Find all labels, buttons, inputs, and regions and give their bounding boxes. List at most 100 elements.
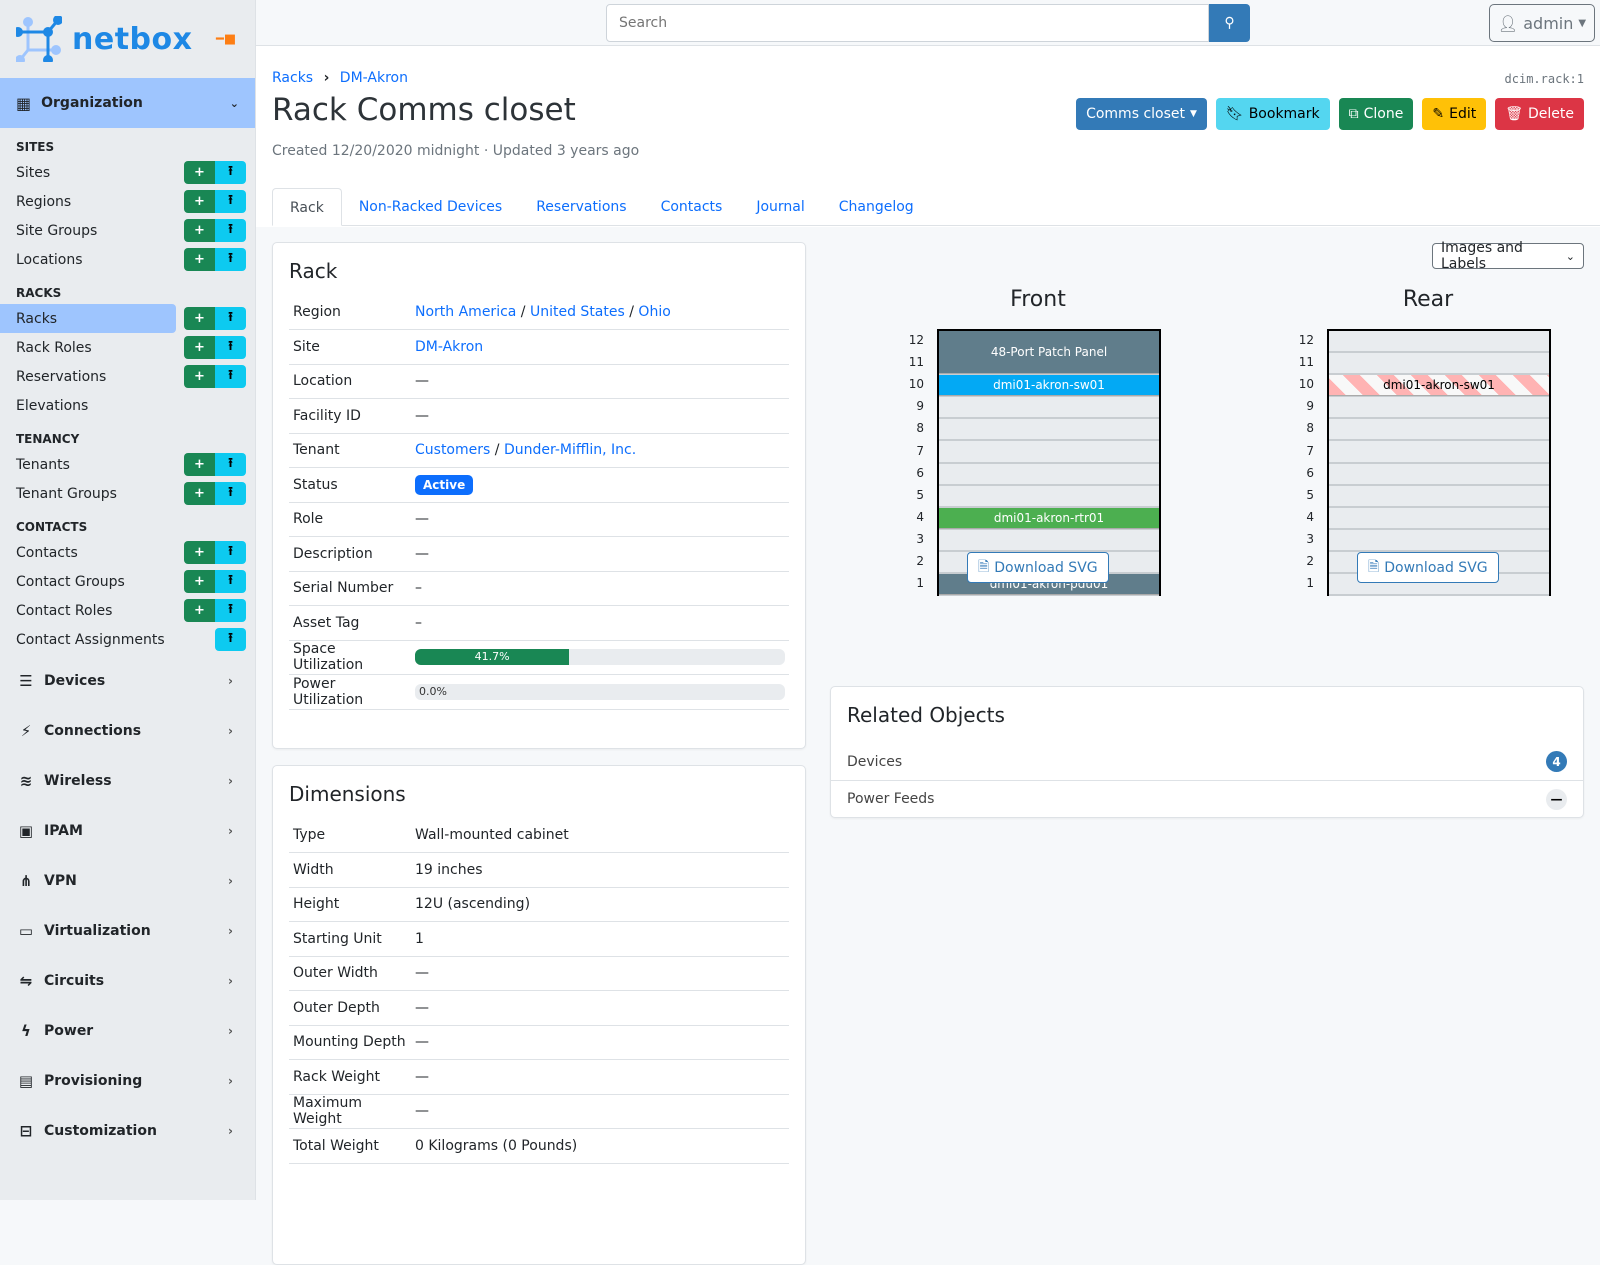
sidebar-item-tenant-groups[interactable]: Tenant Groups + ⭱ [0, 479, 255, 508]
logo[interactable]: netbox ━■ [0, 0, 255, 78]
related-power-feeds[interactable]: Power Feeds — [831, 780, 1583, 817]
add-button[interactable]: + [184, 161, 215, 184]
add-button[interactable]: + [184, 336, 215, 359]
import-button[interactable]: ⭱ [215, 190, 246, 213]
rack-device[interactable]: dmi01-akron-sw01 [1329, 375, 1549, 397]
sidebar-item-contact-assignments[interactable]: Contact Assignments ⭱ [0, 625, 255, 654]
add-button[interactable]: + [184, 307, 215, 330]
sidebar-item-rack-roles[interactable]: Rack Roles + ⭱ [0, 333, 255, 362]
edit-button[interactable]: ✎ Edit [1422, 98, 1487, 130]
breadcrumb-racks[interactable]: Racks [272, 70, 314, 86]
rack-unit-slot[interactable] [1329, 508, 1549, 530]
rack-unit-slot[interactable] [1329, 331, 1549, 354]
rack-unit-slot[interactable] [1329, 464, 1549, 486]
clone-button[interactable]: ⧉ Clone [1338, 98, 1414, 130]
sidebar-menu-circuits[interactable]: ⇋ Circuits › [0, 956, 255, 1006]
sidebar-section-organization[interactable]: ▦ Organization ⌄ [0, 78, 255, 128]
delete-button[interactable]: 🗑︎ Delete [1495, 98, 1584, 130]
site-link[interactable]: DM-Akron [415, 338, 484, 355]
rack-unit-slot[interactable] [1329, 397, 1549, 420]
sidebar-item-reservations[interactable]: Reservations + ⭱ [0, 362, 255, 391]
add-button[interactable]: + [184, 190, 215, 213]
sidebar-menu-virtualization[interactable]: ▭ Virtualization › [0, 906, 255, 956]
rack-unit-slot[interactable] [1329, 574, 1549, 597]
import-button[interactable]: ⭱ [215, 307, 246, 330]
add-button[interactable]: + [184, 248, 215, 271]
row-asset-tag: Asset Tag – [289, 605, 789, 641]
sidebar-menu-connections[interactable]: ⚡ Connections › [0, 706, 255, 756]
rack-unit-slot[interactable] [939, 397, 1159, 420]
rack-device[interactable]: dmi01-akron-sw01 [939, 375, 1159, 397]
bookmark-button[interactable]: 🔖︎ Bookmark [1215, 98, 1330, 130]
tenant-link[interactable]: Dunder-Mifflin, Inc. [503, 442, 637, 459]
tab-reservations[interactable]: Reservations [536, 199, 627, 215]
tab-non-racked-devices[interactable]: Non-Racked Devices [358, 199, 503, 215]
sidebar-item-elevations[interactable]: Elevations [0, 391, 255, 420]
rack-unit-slot[interactable] [939, 442, 1159, 464]
sidebar-menu-provisioning[interactable]: ▤ Provisioning › [0, 1056, 255, 1106]
rack-unit-slot[interactable] [939, 530, 1159, 552]
search-button[interactable]: ⚲ [1209, 4, 1250, 42]
import-button[interactable]: ⭱ [215, 365, 246, 388]
sidebar-menu-devices[interactable]: ☰ Devices › [0, 656, 255, 706]
add-button[interactable]: + [184, 219, 215, 242]
import-button[interactable]: ⭱ [215, 219, 246, 242]
rack-unit-slot[interactable] [939, 486, 1159, 508]
sidebar-item-locations[interactable]: Locations + ⭱ [0, 245, 255, 274]
rack-unit-slot[interactable] [939, 464, 1159, 486]
region-link[interactable]: North America [415, 304, 517, 320]
add-button[interactable]: + [184, 570, 215, 593]
sidebar-item-contact-roles[interactable]: Contact Roles + ⭱ [0, 596, 255, 625]
view-select[interactable]: Images and Labels ⌄ [1432, 240, 1584, 272]
related-devices[interactable]: Devices 4 [831, 743, 1583, 780]
download-rear-svg-button[interactable]: 🗎 Download SVG [1357, 552, 1499, 583]
rack-unit-slot[interactable] [1329, 486, 1549, 508]
sidebar-item-contacts[interactable]: Contacts + ⭱ [0, 538, 255, 567]
import-button[interactable]: ⭱ [215, 453, 246, 476]
sidebar-item-regions[interactable]: Regions + ⭱ [0, 187, 255, 216]
tab-changelog[interactable]: Changelog [838, 199, 914, 215]
sidebar-menu-wireless[interactable]: ≋ Wireless › [0, 756, 255, 806]
tenant-group-link[interactable]: Customers [415, 442, 491, 459]
add-button[interactable]: + [184, 365, 215, 388]
rack-unit-slot[interactable] [1329, 442, 1549, 464]
download-front-svg-button[interactable]: 🗎 Download SVG [967, 552, 1109, 583]
sidebar-menu-ipam[interactable]: ▣ IPAM › [0, 806, 255, 856]
sidebar-item-racks[interactable]: Racks + ⭱ [0, 304, 246, 333]
import-button[interactable]: ⭱ [215, 599, 246, 622]
tab-journal[interactable]: Journal [756, 199, 805, 215]
breadcrumb-site[interactable]: DM-Akron [339, 70, 408, 86]
add-button[interactable]: + [184, 453, 215, 476]
add-button[interactable]: + [184, 541, 215, 564]
user-menu-button[interactable]: 👤︎ admin ▼ [1489, 4, 1595, 42]
rack-unit-slot[interactable] [939, 419, 1159, 442]
sidebar-item-tenants[interactable]: Tenants + ⭱ [0, 450, 255, 479]
region-link[interactable]: United States [529, 304, 625, 320]
add-button[interactable]: + [184, 599, 215, 622]
rack-unit-slot[interactable] [1329, 530, 1549, 552]
sidebar-menu-customization[interactable]: ⊟ Customization › [0, 1106, 255, 1156]
import-button[interactable]: ⭱ [215, 628, 246, 651]
import-button[interactable]: ⭱ [215, 248, 246, 271]
add-button[interactable]: + [184, 482, 215, 505]
sidebar-item-site-groups[interactable]: Site Groups + ⭱ [0, 216, 255, 245]
sidebar-item-sites[interactable]: Sites + ⭱ [0, 158, 255, 187]
rack-unit-slot[interactable] [1329, 419, 1549, 442]
tab-contacts[interactable]: Contacts [660, 199, 723, 215]
sidebar-menu-vpn[interactable]: ⋔ VPN › [0, 856, 255, 906]
import-button[interactable]: ⭱ [215, 336, 246, 359]
rack-device[interactable]: 48-Port Patch Panel [939, 331, 1159, 375]
pin-icon[interactable]: ━■ [216, 32, 237, 47]
rack-unit-slot[interactable] [1329, 353, 1549, 376]
import-button[interactable]: ⭱ [215, 161, 246, 184]
import-button[interactable]: ⭱ [215, 482, 246, 505]
import-button[interactable]: ⭱ [215, 541, 246, 564]
sidebar-item-contact-groups[interactable]: Contact Groups + ⭱ [0, 567, 255, 596]
import-button[interactable]: ⭱ [215, 570, 246, 593]
rack-device[interactable]: dmi01-akron-rtr01 [939, 507, 1159, 529]
region-link[interactable]: Ohio [638, 304, 671, 320]
rack-dropdown-button[interactable]: Comms closet ▼ [1076, 98, 1207, 130]
search-input[interactable] [606, 4, 1209, 42]
tab-rack[interactable]: Rack [272, 188, 342, 226]
sidebar-menu-power[interactable]: ϟ Power › [0, 1006, 255, 1056]
